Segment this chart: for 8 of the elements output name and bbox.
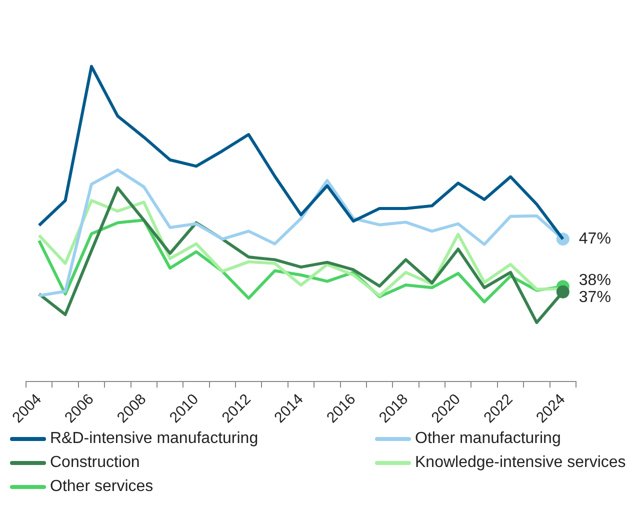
data-label: 37% bbox=[578, 289, 611, 306]
data-label: 47% bbox=[578, 230, 611, 248]
legend-label: R&D-intensive manufacturing bbox=[50, 430, 258, 448]
legend-label: Other services bbox=[50, 478, 154, 496]
legend-label: Construction bbox=[50, 454, 140, 472]
legend-label: Other manufacturing bbox=[415, 430, 561, 448]
legend-label: Knowledge-intensive services bbox=[415, 454, 626, 472]
data-label: 38% bbox=[578, 272, 611, 290]
